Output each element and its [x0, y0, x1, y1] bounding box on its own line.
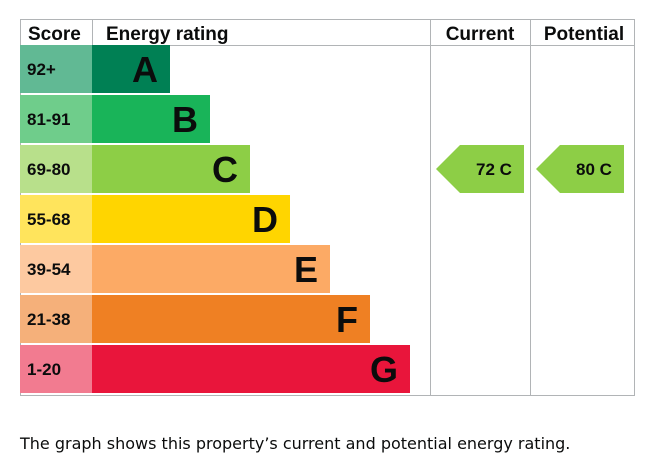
potential-rating-label: 80 C — [576, 160, 612, 179]
potential-rating-arrow — [536, 145, 624, 193]
rating-bar-e — [92, 245, 330, 293]
rating-letter-d: D — [252, 199, 278, 240]
score-label-g: 1-20 — [27, 360, 61, 379]
score-label-c: 69-80 — [27, 160, 70, 179]
current-rating-label: 72 C — [476, 160, 512, 179]
rating-letter-g: G — [370, 349, 398, 390]
chart-caption: The graph shows this property’s current … — [20, 434, 571, 453]
rating-bar-c — [92, 145, 250, 193]
current-column-header: Current — [446, 24, 515, 45]
score-cell-c — [20, 145, 92, 193]
score-label-b: 81-91 — [27, 110, 70, 129]
potential-column-header: Potential — [544, 24, 624, 45]
rating-bar-d — [92, 195, 290, 243]
rating-bar-a — [92, 45, 170, 93]
score-label-a: 92+ — [27, 60, 56, 79]
rating-letter-b: B — [172, 99, 198, 140]
energy-rating-chart: 92+ A81-91 B69-80 C55-68 D39-54 E21-38 F1-20 G … — [20, 19, 635, 396]
rating-letter-e: E — [294, 249, 318, 290]
rating-letter-f: F — [336, 299, 358, 340]
score-cell-d — [20, 195, 92, 243]
energy-rating-column-header: Energy rating — [106, 24, 228, 45]
score-cell-a — [20, 45, 92, 93]
rating-letter-a: A — [132, 49, 158, 90]
score-cell-e — [20, 245, 92, 293]
score-cell-f — [20, 295, 92, 343]
score-cell-g — [20, 345, 92, 393]
rating-letter-c: C — [212, 149, 238, 190]
score-label-e: 39-54 — [27, 260, 71, 279]
rating-bar-b — [92, 95, 210, 143]
score-cell-b — [20, 95, 92, 143]
rating-bar-f — [92, 295, 370, 343]
score-label-f: 21-38 — [27, 310, 70, 329]
score-label-d: 55-68 — [27, 210, 70, 229]
rating-bar-g — [92, 345, 410, 393]
current-rating-arrow — [436, 145, 524, 193]
score-column-header: Score — [28, 24, 81, 45]
